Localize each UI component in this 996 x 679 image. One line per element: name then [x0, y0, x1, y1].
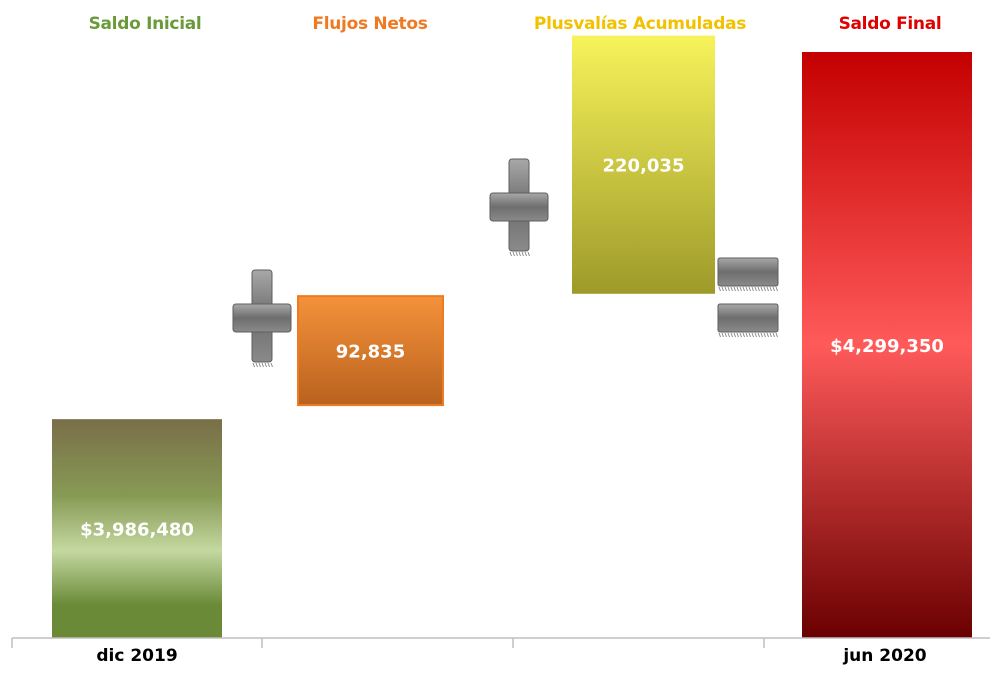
plus-operator-icon	[232, 269, 292, 368]
plus-operator-icon	[489, 158, 549, 257]
bars-group: $3,986,480 92,835 220,035 $4,299,350	[52, 35, 972, 638]
operator-fringe	[718, 286, 778, 292]
operator-fringe	[718, 332, 778, 338]
bar-plusvalias-acumuladas	[572, 35, 715, 294]
x-tick-label-jun-2020: jun 2020	[843, 646, 927, 666]
header-saldo-inicial: Saldo Inicial	[88, 14, 202, 34]
equals-top-bar	[717, 257, 779, 287]
bar-saldo-inicial	[52, 419, 222, 638]
header-plusvalias-acumuladas: Plusvalías Acumuladas	[533, 14, 747, 34]
operator-fringe	[252, 362, 273, 368]
bar-saldo-final	[802, 52, 972, 638]
equals-bottom-bar	[717, 303, 779, 333]
data-label: 92,835	[336, 342, 405, 363]
operators-group	[232, 158, 779, 368]
operator-fringe	[509, 251, 530, 257]
data-label: 220,035	[603, 156, 685, 177]
bar-flujos-netos	[297, 295, 444, 407]
equals-operator-icon	[717, 257, 779, 338]
header-flujos-netos: Flujos Netos	[312, 14, 428, 34]
plus-horizontal	[489, 192, 549, 222]
data-label: $4,299,350	[830, 336, 944, 357]
header-saldo-final: Saldo Final	[838, 14, 942, 34]
x-tick-label-dic-2019: dic 2019	[96, 646, 178, 666]
data-label: $3,986,480	[80, 520, 194, 541]
plus-horizontal	[232, 303, 292, 333]
